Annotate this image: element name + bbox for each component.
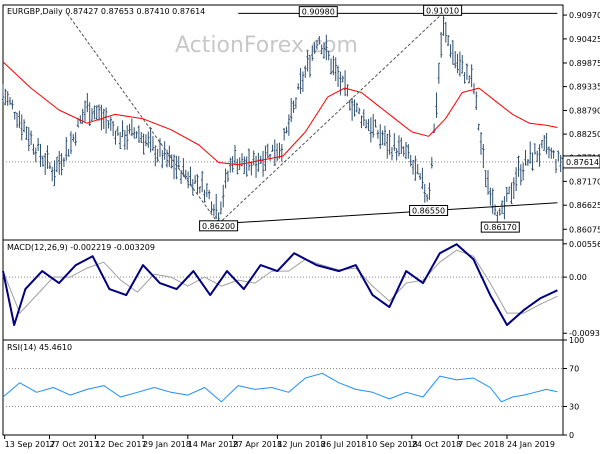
annotation-box-3 — [409, 204, 449, 216]
rsi-panel-title: RSI(14) 45.4610 — [7, 343, 72, 352]
annotation-box-0 — [298, 6, 338, 18]
support-trendline — [218, 202, 558, 225]
annotation-label-1: 0.91010 — [426, 6, 459, 15]
annotation-label-2: 0.86200 — [202, 222, 235, 231]
y-tick-label-0-1: 0.90425 — [569, 35, 600, 44]
dashed-downtrend — [66, 13, 220, 225]
price-panel-title: EURGBP,Daily 0.87427 0.87653 0.87410 0.8… — [7, 7, 205, 16]
annotation-label-4: 0.86170 — [484, 223, 517, 232]
annotation-label-3: 0.86550 — [412, 206, 445, 215]
annotation-box-2 — [199, 220, 239, 232]
x-tick-label-6: 12 Jun 2018 — [277, 440, 325, 449]
y-tick-label-0-0: 0.90970 — [569, 11, 600, 20]
grid-layer — [3, 161, 563, 407]
macd-panel-title: MACD(12,26,9) -0.002219 -0.003209 — [7, 243, 155, 252]
x-tick-label-9: 24 Oct 2018 — [412, 440, 461, 449]
rsi-series-line — [2, 372, 558, 403]
x-tick-label-7: 26 Jul 2018 — [321, 440, 366, 449]
panel-frame-1 — [2, 239, 564, 341]
y-tick-label-2-1: 70 — [569, 365, 579, 374]
x-tick-label-2: 12 Dec 2017 — [95, 440, 146, 449]
annotation-label-0: 0.90980 — [302, 8, 335, 17]
macd-series-macd — [2, 243, 558, 326]
x-tick-label-3: 29 Jan 2018 — [143, 440, 191, 449]
y-tick-label-1-2: -0.00937 — [569, 329, 600, 338]
watermark-layer: ActionForex.com — [175, 33, 358, 58]
y-tick-label-0-2: 0.89875 — [569, 59, 600, 68]
annotation-box-1 — [423, 4, 463, 16]
annotation-box-4 — [480, 221, 520, 233]
y-tick-label-2-0: 100 — [569, 336, 584, 345]
x-tick-label-1: 27 Oct 2017 — [49, 440, 98, 449]
panel-frame-2 — [2, 339, 564, 436]
y-tick-label-0-9: 0.86075 — [569, 225, 600, 234]
last-price-label: 0.87614 — [566, 158, 599, 167]
labels-layer: 0.90970 0.90425 0.89875 0.89335 0.88790 0.882… — [4, 4, 600, 449]
y-tick-label-1-1: 0.00 — [569, 273, 587, 282]
panel-frames — [2, 4, 564, 436]
last-price-box — [562, 155, 600, 169]
y-tick-label-2-3: 0 — [569, 431, 574, 440]
y-tick-label-0-8: 0.86625 — [569, 201, 600, 210]
moving-average-line — [2, 61, 558, 166]
y-tick-label-1-0: 0.005567 — [569, 240, 600, 249]
y-tick-label-0-5: 0.88250 — [569, 130, 600, 139]
macd-series-signal — [2, 249, 558, 314]
x-tick-label-11: 24 Jan 2019 — [507, 440, 555, 449]
marks-layer — [1, 12, 565, 403]
y-tick-label-2-2: 30 — [569, 403, 579, 412]
x-tick-label-0: 13 Sep 2017 — [5, 440, 56, 449]
x-tick-label-4: 14 Mar 2018 — [188, 440, 239, 449]
y-tick-label-0-4: 0.88790 — [569, 106, 600, 115]
x-tick-label-10: 7 Dec 2018 — [458, 440, 504, 449]
y-tick-label-0-7: 0.87170 — [569, 177, 600, 186]
x-tick-label-8: 10 Sep 2018 — [367, 440, 418, 449]
dashed-uptrend — [218, 12, 443, 225]
watermark-text: ActionForex.com — [175, 33, 358, 58]
x-tick-label-5: 27 Apr 2018 — [233, 440, 282, 449]
y-tick-label-0-3: 0.89335 — [569, 83, 600, 92]
